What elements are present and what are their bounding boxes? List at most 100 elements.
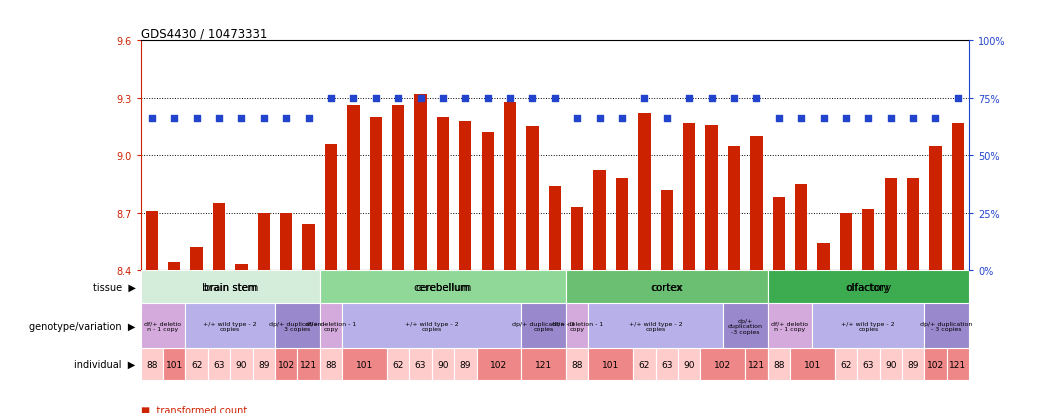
Bar	[684, 123, 695, 270]
Bar	[589, 304, 723, 349]
Bar	[437, 118, 449, 270]
Bar	[342, 349, 387, 380]
Text: 102: 102	[277, 360, 295, 369]
Bar	[431, 349, 454, 380]
Bar	[750, 137, 763, 270]
Bar	[347, 106, 359, 270]
Bar	[325, 145, 338, 270]
Bar	[146, 211, 158, 270]
Bar	[410, 349, 431, 380]
Bar	[772, 198, 785, 270]
Bar	[700, 349, 745, 380]
Text: 62: 62	[393, 360, 404, 369]
Bar	[768, 349, 790, 380]
Text: 102: 102	[714, 360, 731, 369]
Bar	[141, 349, 163, 380]
Point	[435, 95, 451, 102]
Text: 101: 101	[602, 360, 619, 369]
Text: 101: 101	[803, 360, 821, 369]
Bar	[566, 304, 589, 349]
Bar	[185, 349, 207, 380]
Point	[569, 116, 586, 123]
Bar	[320, 270, 566, 304]
Bar	[616, 179, 628, 270]
Bar	[213, 204, 225, 270]
Bar	[230, 349, 252, 380]
Bar	[835, 349, 858, 380]
Text: 63: 63	[415, 360, 426, 369]
Text: cerebellum: cerebellum	[414, 282, 472, 292]
Point	[860, 116, 876, 123]
Text: 63: 63	[661, 360, 672, 369]
Text: 90: 90	[684, 360, 695, 369]
Text: dp/+ duplication -
3 copies: dp/+ duplication - 3 copies	[269, 321, 326, 331]
Text: 90: 90	[885, 360, 896, 369]
Bar	[745, 349, 768, 380]
Text: 89: 89	[258, 360, 270, 369]
Text: cortex: cortex	[650, 282, 684, 292]
Bar	[370, 118, 382, 270]
Text: 121: 121	[300, 360, 317, 369]
Text: GDS4430 / 10473331: GDS4430 / 10473331	[141, 27, 267, 40]
Bar	[191, 247, 203, 270]
Text: dp/+
duplication
-3 copies: dp/+ duplication -3 copies	[727, 318, 763, 334]
Bar	[902, 349, 924, 380]
Bar	[549, 186, 561, 270]
Bar	[252, 349, 275, 380]
Text: 88: 88	[773, 360, 785, 369]
Bar	[235, 265, 248, 270]
Text: 88: 88	[325, 360, 337, 369]
Text: 121: 121	[949, 360, 966, 369]
Text: df/+ deletio
n - 1 copy: df/+ deletio n - 1 copy	[145, 321, 181, 331]
Text: 89: 89	[908, 360, 919, 369]
Bar	[840, 213, 852, 270]
Point	[233, 116, 250, 123]
Bar	[275, 349, 297, 380]
Text: 101: 101	[166, 360, 183, 369]
Text: 62: 62	[840, 360, 851, 369]
Text: olfactory: olfactory	[847, 282, 890, 292]
Text: 88: 88	[146, 360, 157, 369]
Point	[904, 116, 921, 123]
Bar	[320, 349, 342, 380]
Point	[546, 95, 563, 102]
Text: 88: 88	[571, 360, 584, 369]
Text: dp/+ duplication - 3
copies: dp/+ duplication - 3 copies	[513, 321, 575, 331]
Point	[770, 116, 787, 123]
Bar	[280, 213, 293, 270]
Bar	[566, 349, 589, 380]
Text: tissue  ▶: tissue ▶	[93, 282, 135, 292]
Bar	[768, 270, 969, 304]
Text: +/+ wild type - 2
copies: +/+ wild type - 2 copies	[203, 321, 257, 331]
Bar	[594, 171, 605, 270]
Bar	[342, 304, 521, 349]
Text: 121: 121	[748, 360, 765, 369]
Point	[300, 116, 317, 123]
Text: 121: 121	[536, 360, 552, 369]
Point	[278, 116, 295, 123]
Point	[390, 95, 406, 102]
Bar	[790, 349, 835, 380]
Bar	[947, 349, 969, 380]
Bar	[163, 349, 185, 380]
Bar	[476, 349, 521, 380]
Bar	[297, 349, 320, 380]
Bar	[813, 304, 924, 349]
Text: ■  transformed count: ■ transformed count	[141, 405, 247, 413]
Point	[323, 95, 340, 102]
Point	[793, 116, 810, 123]
Bar	[320, 304, 342, 349]
Bar	[521, 349, 566, 380]
Text: 89: 89	[460, 360, 471, 369]
Point	[144, 116, 160, 123]
Bar	[768, 270, 969, 304]
Point	[345, 95, 362, 102]
Bar	[817, 244, 829, 270]
Bar	[639, 114, 650, 270]
Bar	[504, 102, 516, 270]
Point	[502, 95, 519, 102]
Bar	[951, 123, 964, 270]
Bar	[723, 304, 768, 349]
Point	[210, 116, 227, 123]
Text: 102: 102	[927, 360, 944, 369]
